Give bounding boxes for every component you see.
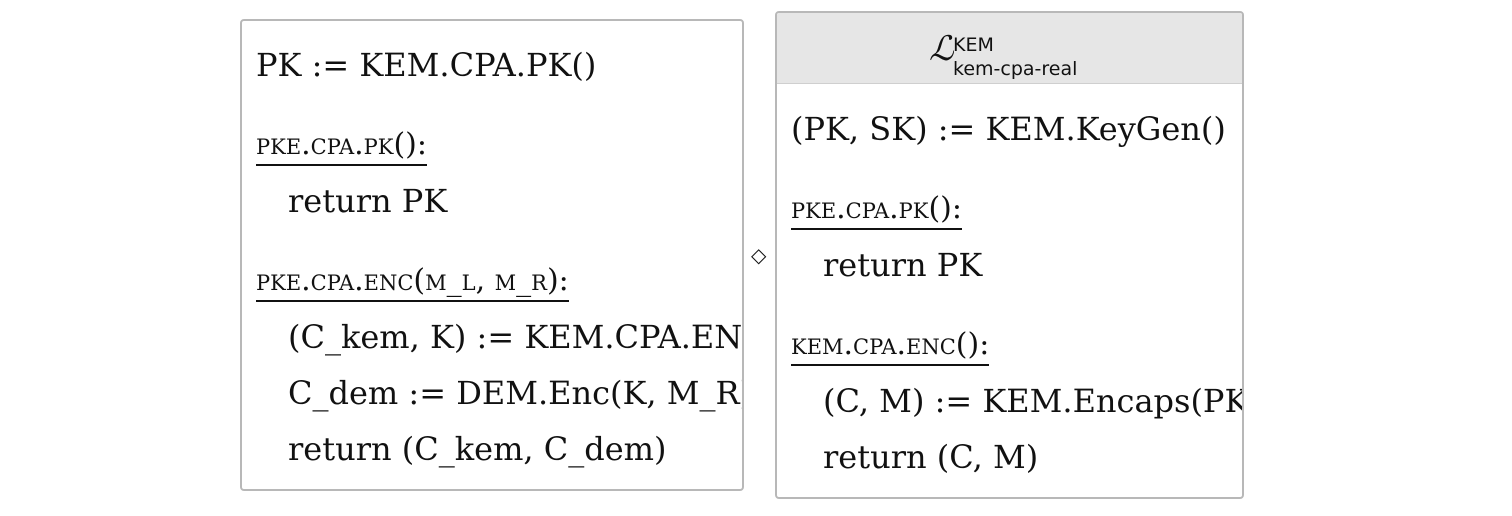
left-header2-text: PKE.CPA.ENC(M_L, M_R): — [256, 263, 569, 302]
right-body2b: return (C, M) — [823, 438, 1039, 476]
right-header1: PKE.CPA.PK(): — [791, 187, 962, 230]
right-body2a: (C, M) := KEM.Encaps(PK) — [823, 382, 1244, 420]
left-body2b: C_dem := DEM.Enc(K, M_R) — [288, 374, 744, 412]
left-header1: PKE.CPA.PK(): — [256, 123, 427, 166]
right-header2: KEM.CPA.ENC(): — [791, 323, 990, 366]
right-header1-text: PKE.CPA.PK(): — [791, 191, 962, 230]
right-line1: (PK, SK) := KEM.KeyGen() — [791, 110, 1226, 148]
library-title-bar: ℒ KEM kem-cpa-real — [777, 13, 1242, 84]
left-header2: PKE.CPA.ENC(M_L, M_R): — [256, 259, 569, 302]
right-library-box: ℒ KEM kem-cpa-real (PK, SK) := KEM.KeyGe… — [775, 11, 1244, 499]
left-body2c: return (C_kem, C_dem) — [288, 430, 667, 468]
library-title-base: ℒ — [929, 29, 954, 69]
compose-symbol: ◇ — [751, 243, 767, 267]
left-header1-text: PKE.CPA.PK(): — [256, 127, 427, 166]
left-line1: PK := KEM.CPA.PK() — [256, 46, 597, 84]
right-body1: return PK — [823, 246, 983, 284]
right-header2-text: KEM.CPA.ENC(): — [791, 327, 990, 366]
left-body1: return PK — [288, 182, 448, 220]
left-library-box: PK := KEM.CPA.PK() PKE.CPA.PK(): return … — [240, 19, 744, 491]
library-title: ℒ KEM kem-cpa-real — [929, 29, 1077, 80]
left-body2a: (C_kem, K) := KEM.CPA.ENC() — [288, 318, 744, 356]
library-title-superscript: KEM — [953, 34, 994, 56]
library-title-subscript: kem-cpa-real — [953, 58, 1078, 80]
